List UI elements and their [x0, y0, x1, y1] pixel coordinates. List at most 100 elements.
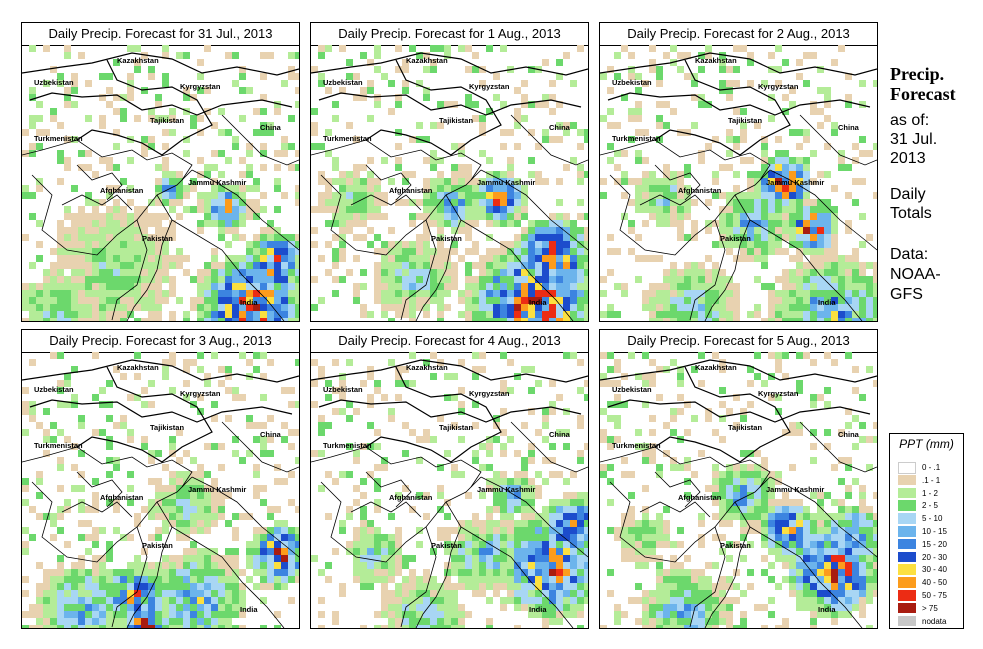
- precip-cell: [500, 248, 507, 255]
- precip-cell: [148, 304, 155, 311]
- precip-cell: [458, 206, 465, 213]
- precip-cell: [747, 171, 754, 178]
- precip-cell: [528, 443, 535, 450]
- precip-cell: [507, 220, 514, 227]
- precip-cell: [677, 227, 684, 234]
- precip-cell: [169, 178, 176, 185]
- precip-cell: [183, 492, 190, 499]
- precip-cell: [817, 590, 824, 597]
- precip-cell: [556, 136, 563, 143]
- precip-cell: [514, 213, 521, 220]
- precip-cell: [479, 311, 486, 318]
- precip-cell: [176, 618, 183, 625]
- precip-cell: [295, 269, 299, 276]
- precip-cell: [22, 499, 29, 506]
- precip-cell: [577, 171, 584, 178]
- precip-cell: [253, 255, 260, 262]
- precip-cell: [211, 311, 218, 318]
- precip-cell: [183, 52, 190, 59]
- precip-cell: [395, 297, 402, 304]
- precip-cell: [570, 555, 577, 562]
- precip-cell: [733, 492, 740, 499]
- precip-cell: [831, 241, 838, 248]
- precip-cell: [190, 604, 197, 611]
- precip-cell: [845, 283, 852, 290]
- precip-cell: [367, 422, 374, 429]
- map-label: China: [549, 430, 571, 439]
- precip-cell: [225, 555, 232, 562]
- precip-cell: [754, 478, 761, 485]
- precip-cell: [507, 541, 514, 548]
- precip-cell: [726, 248, 733, 255]
- precip-cell: [817, 66, 824, 73]
- precip-cell: [817, 262, 824, 269]
- precip-cell: [789, 562, 796, 569]
- precip-cell: [197, 618, 204, 625]
- precip-cell: [684, 199, 691, 206]
- precip-cell: [190, 520, 197, 527]
- precip-cell: [99, 227, 106, 234]
- precip-cell: [803, 199, 810, 206]
- map-label: Kyrgyzstan: [758, 389, 799, 398]
- precip-cell: [339, 227, 346, 234]
- precip-cell: [817, 297, 824, 304]
- precip-cell: [288, 255, 295, 262]
- precip-cell: [176, 597, 183, 604]
- precip-cell: [577, 304, 584, 311]
- map-label: Turkmenistan: [612, 441, 661, 450]
- precip-cell: [803, 569, 810, 576]
- precip-cell: [409, 304, 416, 311]
- precip-cell: [36, 318, 43, 321]
- precip-cell: [99, 387, 106, 394]
- precip-cell: [810, 199, 817, 206]
- precip-cell: [614, 52, 621, 59]
- precip-cell: [85, 164, 92, 171]
- precip-cell: [656, 178, 663, 185]
- precip-cell: [36, 101, 43, 108]
- precip-cell: [218, 276, 225, 283]
- precip-cell: [507, 241, 514, 248]
- precip-cell: [78, 227, 85, 234]
- precip-cell: [521, 520, 528, 527]
- precip-cell: [232, 213, 239, 220]
- map-label: Tajikistan: [439, 116, 473, 125]
- precip-cell: [183, 471, 190, 478]
- precip-cell: [733, 318, 740, 321]
- precip-cell: [204, 597, 211, 604]
- precip-cell: [113, 255, 120, 262]
- legend-item: 40 - 50: [898, 577, 960, 589]
- precip-cell: [549, 401, 556, 408]
- precip-cell: [211, 597, 218, 604]
- legend-label: 10 - 15: [922, 527, 947, 536]
- precip-cell: [873, 520, 877, 527]
- precip-cell: [521, 318, 528, 321]
- precip-cell: [134, 290, 141, 297]
- precip-cell: [423, 234, 430, 241]
- precip-cell: [134, 318, 141, 321]
- precip-cell: [169, 618, 176, 625]
- precip-cell: [218, 576, 225, 583]
- map-label: Afghanistan: [678, 186, 722, 195]
- precip-cell: [677, 311, 684, 318]
- precip-cell: [831, 527, 838, 534]
- precip-cell: [22, 387, 29, 394]
- precip-cell: [29, 213, 36, 220]
- precip-cell: [169, 576, 176, 583]
- precip-cell: [635, 562, 642, 569]
- precip-cell: [374, 234, 381, 241]
- precip-cell: [204, 199, 211, 206]
- precip-cell: [465, 527, 472, 534]
- precip-cell: [183, 583, 190, 590]
- precip-cell: [635, 618, 642, 625]
- precip-cell: [796, 562, 803, 569]
- precip-cell: [775, 555, 782, 562]
- precip-cell: [232, 387, 239, 394]
- precip-cell: [395, 541, 402, 548]
- precip-cell: [85, 297, 92, 304]
- precip-cell: [761, 541, 768, 548]
- precip-cell: [465, 318, 472, 321]
- precip-cell: [295, 541, 299, 548]
- precip-cell: [549, 276, 556, 283]
- precip-cell: [684, 290, 691, 297]
- precip-cell: [747, 234, 754, 241]
